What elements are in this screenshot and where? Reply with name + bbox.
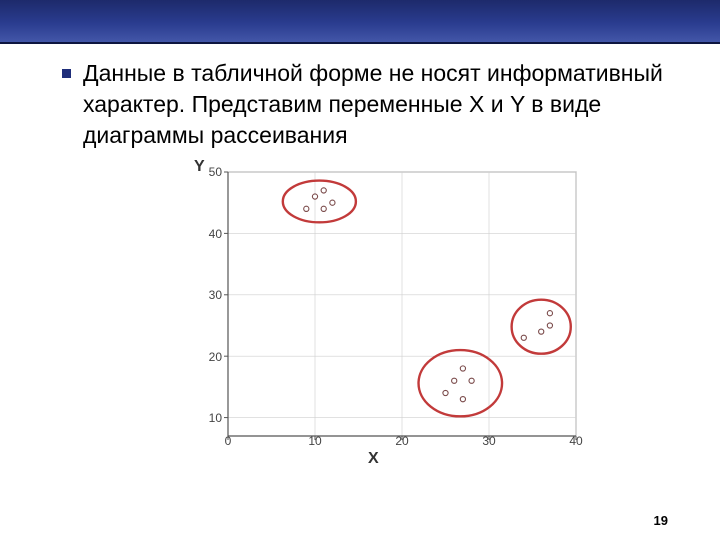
bullet-item: Данные в табличной форме не носят информ… [62,58,682,150]
x-tick-label: 10 [305,434,325,448]
scatter-chart: Y X 1020304050010203040 [156,156,588,466]
x-tick-label: 30 [479,434,499,448]
paragraph-text: Данные в табличной форме не носят информ… [83,58,682,150]
y-tick-label: 50 [196,165,222,179]
y-tick-label: 20 [196,350,222,364]
slide-body: Данные в табличной форме не носят информ… [0,44,720,466]
x-tick-label: 0 [218,434,238,448]
x-tick-label: 20 [392,434,412,448]
x-axis-label: X [368,450,379,468]
y-tick-label: 40 [196,227,222,241]
x-tick-label: 40 [566,434,586,448]
y-tick-label: 30 [196,288,222,302]
title-bar [0,0,720,44]
square-bullet-icon [62,69,71,78]
chart-container: Y X 1020304050010203040 [62,156,682,466]
y-tick-label: 10 [196,411,222,425]
page-number: 19 [654,513,668,528]
